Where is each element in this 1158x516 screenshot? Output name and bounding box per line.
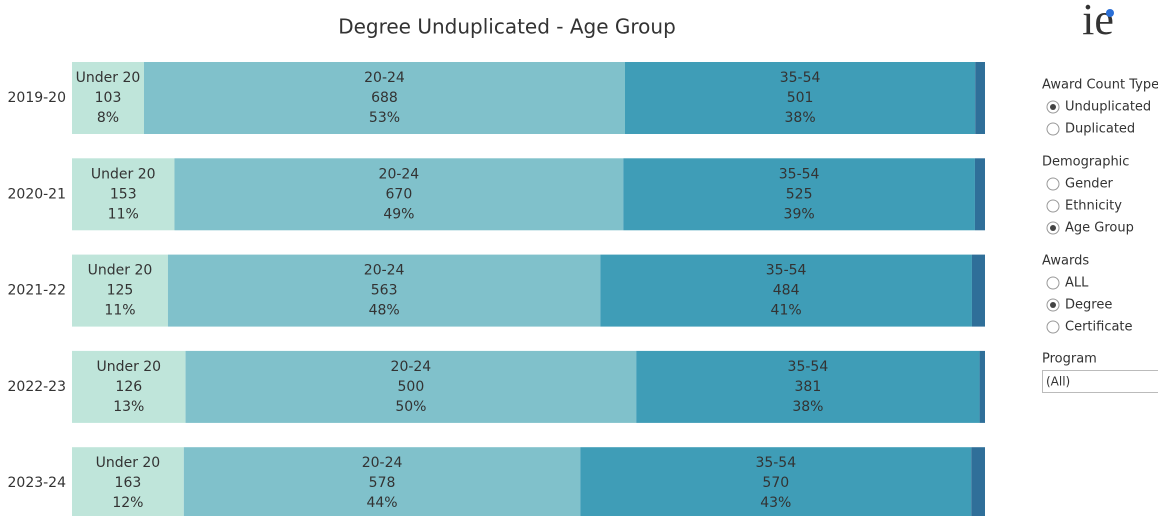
row-label: 2020-21: [8, 186, 67, 202]
segment-percent: 53%: [369, 110, 400, 126]
dropdown[interactable]: [1042, 370, 1158, 393]
radio[interactable]: [1046, 276, 1060, 290]
filter-title: Awards: [1042, 254, 1089, 269]
radio-label[interactable]: Duplicated: [1065, 122, 1135, 137]
segment-percent: 39%: [784, 206, 815, 222]
filter-title: Program: [1042, 352, 1097, 367]
logo-dot: [1106, 9, 1114, 17]
segment-value: 163: [115, 475, 142, 491]
segment-name: 20-24: [364, 70, 405, 86]
segment-percent: 12%: [112, 495, 143, 511]
radio-dot: [1050, 225, 1056, 231]
segment-percent: 44%: [366, 495, 397, 511]
filter-title: Award Count Type: [1042, 78, 1158, 93]
segment-name: 35-54: [780, 70, 821, 86]
bar-segment: [979, 350, 985, 423]
bar-segment: [72, 62, 145, 134]
bar-segment: [72, 350, 186, 423]
radio[interactable]: [1046, 177, 1060, 191]
segment-name: Under 20: [96, 359, 161, 375]
segment-percent: 38%: [785, 110, 816, 126]
radio-label[interactable]: Age Group: [1065, 221, 1134, 236]
radio-label[interactable]: Gender: [1065, 177, 1114, 192]
segment-name: 20-24: [364, 263, 405, 279]
bar-segment: [72, 254, 168, 327]
segment-value: 525: [786, 186, 813, 202]
segment-value: 381: [795, 379, 822, 395]
segment-name: 35-54: [755, 455, 796, 471]
radio[interactable]: [1046, 320, 1060, 334]
bar-segment: [167, 254, 601, 327]
bar-segment: [975, 62, 985, 134]
segment-percent: 8%: [97, 110, 119, 126]
segment-name: 35-54: [788, 359, 829, 375]
bar-segment: [72, 447, 184, 516]
filter-title: Demographic: [1042, 155, 1129, 170]
segment-name: Under 20: [88, 263, 153, 279]
segment-percent: 43%: [760, 495, 791, 511]
bar-segment: [600, 254, 972, 327]
bar-segment: [174, 158, 624, 231]
bar-segment: [580, 447, 972, 516]
radio-label[interactable]: ALL: [1065, 276, 1089, 291]
radio-label[interactable]: Ethnicity: [1065, 199, 1122, 214]
segment-name: Under 20: [76, 70, 141, 86]
segment-name: Under 20: [96, 455, 161, 471]
segment-value: 688: [371, 90, 398, 106]
segment-value: 563: [371, 283, 398, 299]
row-label: 2022-23: [8, 379, 67, 395]
segment-name: Under 20: [91, 166, 156, 182]
chart-title: Degree Unduplicated - Age Group: [338, 15, 676, 39]
segment-name: 35-54: [766, 263, 807, 279]
dropdown-value[interactable]: (All): [1046, 375, 1070, 389]
radio[interactable]: [1046, 122, 1060, 136]
bar-segment: [623, 158, 975, 231]
row-label: 2021-22: [8, 283, 67, 299]
segment-value: 103: [95, 90, 122, 106]
radio-dot: [1050, 104, 1056, 110]
segment-value: 501: [787, 90, 814, 106]
segment-value: 570: [762, 475, 789, 491]
segment-percent: 49%: [383, 206, 414, 222]
segment-value: 126: [115, 379, 142, 395]
segment-name: 20-24: [391, 359, 432, 375]
bar-segment: [72, 158, 175, 231]
segment-value: 484: [773, 283, 800, 299]
segment-name: 35-54: [779, 166, 820, 182]
radio-dot: [1050, 302, 1056, 308]
segment-percent: 41%: [771, 303, 802, 319]
segment-percent: 11%: [108, 206, 139, 222]
segment-name: 20-24: [379, 166, 420, 182]
segment-name: 20-24: [362, 455, 403, 471]
bar-segment: [971, 447, 985, 516]
segment-value: 670: [386, 186, 413, 202]
segment-percent: 48%: [369, 303, 400, 319]
segment-value: 500: [398, 379, 425, 395]
segment-percent: 38%: [792, 399, 823, 415]
segment-value: 125: [107, 283, 134, 299]
segment-percent: 13%: [113, 399, 144, 415]
bar-segment: [971, 254, 985, 327]
segment-value: 578: [369, 475, 396, 491]
segment-percent: 50%: [395, 399, 426, 415]
bar-segment: [183, 447, 581, 516]
segment-value: 153: [110, 186, 137, 202]
logo: ie: [1082, 0, 1114, 44]
bar-segment: [144, 62, 625, 134]
radio-label[interactable]: Unduplicated: [1065, 100, 1151, 115]
bar-segment: [636, 350, 980, 423]
radio-label[interactable]: Degree: [1065, 298, 1112, 313]
radio-label[interactable]: Certificate: [1065, 320, 1133, 335]
segment-percent: 11%: [104, 303, 135, 319]
bar-segment: [974, 158, 985, 231]
bar-segment: [185, 350, 637, 423]
row-label: 2019-20: [8, 90, 67, 106]
row-label: 2023-24: [8, 475, 67, 491]
radio[interactable]: [1046, 199, 1060, 213]
bar-segment: [624, 62, 976, 134]
